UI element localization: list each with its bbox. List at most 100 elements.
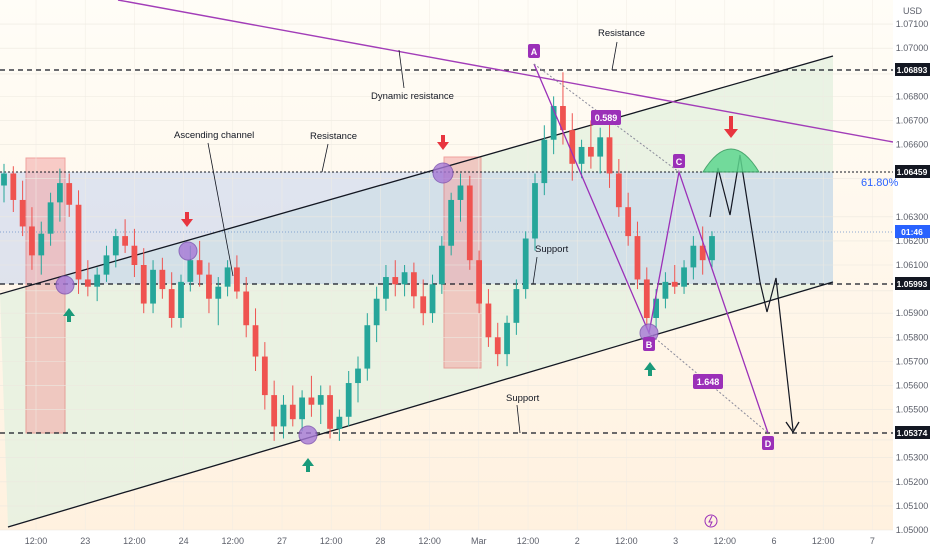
candle-body	[476, 260, 482, 304]
candle-body	[345, 383, 352, 417]
candle-body	[280, 404, 287, 427]
candle	[420, 279, 427, 326]
candle-body	[681, 267, 687, 287]
candle	[103, 245, 110, 282]
candle	[327, 385, 333, 439]
channel-bottom-line	[7, 281, 834, 528]
arrow-head-projection	[785, 421, 800, 434]
time-tick-label: 12:00	[123, 536, 146, 546]
touch-circle	[178, 241, 198, 261]
arrow-up-icon	[644, 362, 656, 376]
candle-body	[560, 106, 566, 131]
candle	[57, 168, 63, 222]
time-tick-label: 27	[277, 536, 287, 546]
price-axis-background	[893, 0, 932, 550]
candle	[234, 255, 240, 299]
callout-resistance-mid	[321, 143, 329, 173]
candle-body	[29, 226, 35, 256]
time-tick-label: 12:00	[812, 536, 835, 546]
candle	[709, 231, 715, 268]
candle-body	[671, 281, 678, 287]
candle	[643, 267, 650, 328]
candle-body	[168, 289, 175, 318]
time-tick-label: 2	[575, 536, 580, 546]
price-tag-1-05374	[895, 426, 930, 439]
fib-level-label: 61.80%	[861, 177, 899, 189]
candle	[550, 96, 557, 155]
candle	[38, 221, 45, 275]
candle-body	[513, 289, 520, 323]
candle-body	[578, 146, 585, 164]
candle	[588, 120, 594, 169]
candle	[75, 190, 82, 294]
candle	[373, 286, 380, 343]
candle	[541, 125, 548, 196]
candles	[1, 72, 715, 441]
candle-body	[606, 137, 613, 174]
candle	[345, 371, 352, 427]
candle-body	[19, 199, 26, 227]
point-b-badge	[643, 337, 655, 351]
candle-body	[243, 291, 250, 326]
candle-body	[448, 199, 455, 246]
candle-body	[178, 281, 184, 318]
abcd-legs	[533, 63, 769, 434]
callouts	[207, 41, 618, 434]
price-tick-label: 1.05900	[896, 308, 929, 318]
candle-body	[224, 267, 231, 287]
candle-body	[317, 395, 324, 405]
candle-body	[150, 269, 156, 304]
time-tick-label: Mar	[471, 536, 487, 546]
candle-body	[690, 245, 697, 268]
candle-body	[494, 337, 501, 355]
channel-top-line	[0, 55, 834, 295]
candle-body	[355, 368, 361, 384]
candle	[569, 113, 576, 181]
dynamic-resistance-line	[117, 0, 893, 143]
candle-body	[131, 245, 138, 265]
time-tick-label: 7	[870, 536, 875, 546]
time-tick-label: 24	[179, 536, 189, 546]
touch-circle	[432, 162, 454, 184]
candle-body	[709, 236, 715, 261]
candle-body	[308, 397, 315, 405]
candle	[243, 277, 250, 338]
price-tick-label: 1.05000	[896, 525, 929, 535]
price-tag-1-06459	[895, 165, 930, 178]
candle-body	[569, 130, 576, 164]
annotation-support-low: Support	[506, 393, 540, 404]
candle-body	[438, 245, 445, 285]
candle	[466, 175, 473, 270]
candle	[280, 395, 287, 439]
candle-body	[122, 236, 128, 246]
annotation-support-mid: Support	[535, 244, 569, 255]
current-time-tag	[895, 225, 930, 238]
candle	[532, 173, 538, 251]
price-tick-label: 1.05800	[896, 332, 929, 342]
price-tag-text: 1.06459	[897, 167, 928, 177]
candle	[597, 127, 604, 174]
price-tick-label: 1.05100	[896, 501, 929, 511]
lightning-icon[interactable]	[704, 514, 718, 528]
signal-arrows	[63, 116, 738, 472]
candle	[196, 240, 203, 287]
candle-body	[383, 277, 389, 299]
candle-body	[57, 183, 63, 203]
projection-line	[709, 154, 794, 431]
time-axis[interactable]: 12:00 23 12:00 24 12:00 27 12:00 28 12:00 Mar 12:0…	[25, 536, 875, 546]
candle-body	[336, 416, 343, 429]
price-axis[interactable]: 1.07100 1.07000 1.06800 1.06700 1.06600 1.063…	[896, 19, 929, 535]
candle-body	[271, 395, 278, 427]
candle	[178, 274, 184, 328]
candle-body	[215, 286, 222, 299]
time-tick-label: 12:00	[714, 536, 737, 546]
point-b-label: B	[646, 340, 653, 350]
candle	[215, 277, 222, 326]
candle	[615, 159, 622, 217]
candle-body	[466, 185, 473, 261]
fib-ratio-label: 1.648	[697, 377, 720, 387]
candle-body	[401, 272, 408, 285]
candle-body	[75, 204, 82, 280]
